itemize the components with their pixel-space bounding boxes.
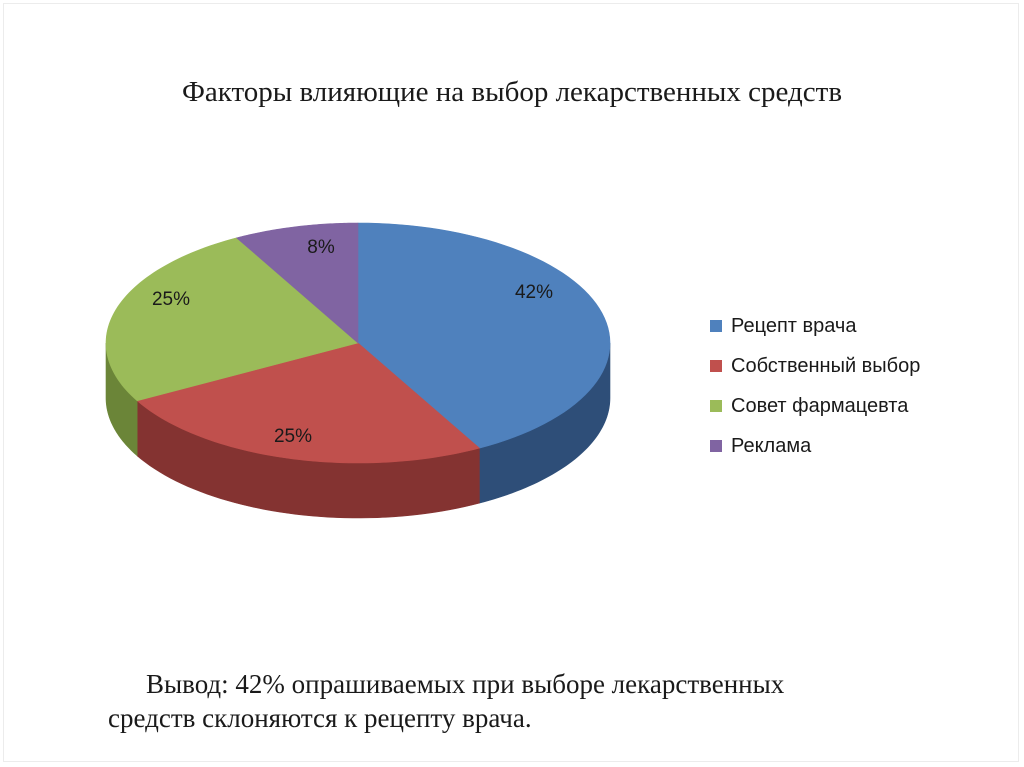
legend-item: Реклама (710, 426, 920, 466)
legend-label: Совет фармацевта (731, 394, 909, 417)
pie-slice (136, 342, 481, 464)
conclusion-text: Вывод: 42% опрашиваемых при выборе лекар… (108, 669, 785, 733)
pie-slice (235, 222, 359, 344)
legend-label: Реклама (731, 434, 812, 457)
legend-swatch (710, 360, 722, 372)
pie-data-label: 42% (515, 282, 553, 303)
pie-data-label: 25% (274, 426, 312, 447)
legend-swatch (710, 400, 722, 412)
legend-item: Рецепт врача (710, 306, 920, 346)
slide-frame (3, 3, 1019, 762)
legend-swatch (710, 440, 722, 452)
pie-slice (105, 237, 359, 402)
legend-item: Совет фармацевта (710, 386, 920, 426)
pie-data-label: 25% (152, 289, 190, 310)
legend-label: Рецепт врача (731, 314, 857, 337)
legend-item: Собственный выбор (710, 346, 920, 386)
pie-data-label: 8% (307, 237, 335, 258)
pie-slice (357, 222, 611, 449)
legend-swatch (710, 320, 722, 332)
legend: Рецепт врача Собственный выбор Совет фар… (710, 306, 920, 466)
chart-title: Факторы влияющие на выбор лекарственных … (181, 76, 843, 108)
legend-label: Собственный выбор (731, 354, 921, 377)
